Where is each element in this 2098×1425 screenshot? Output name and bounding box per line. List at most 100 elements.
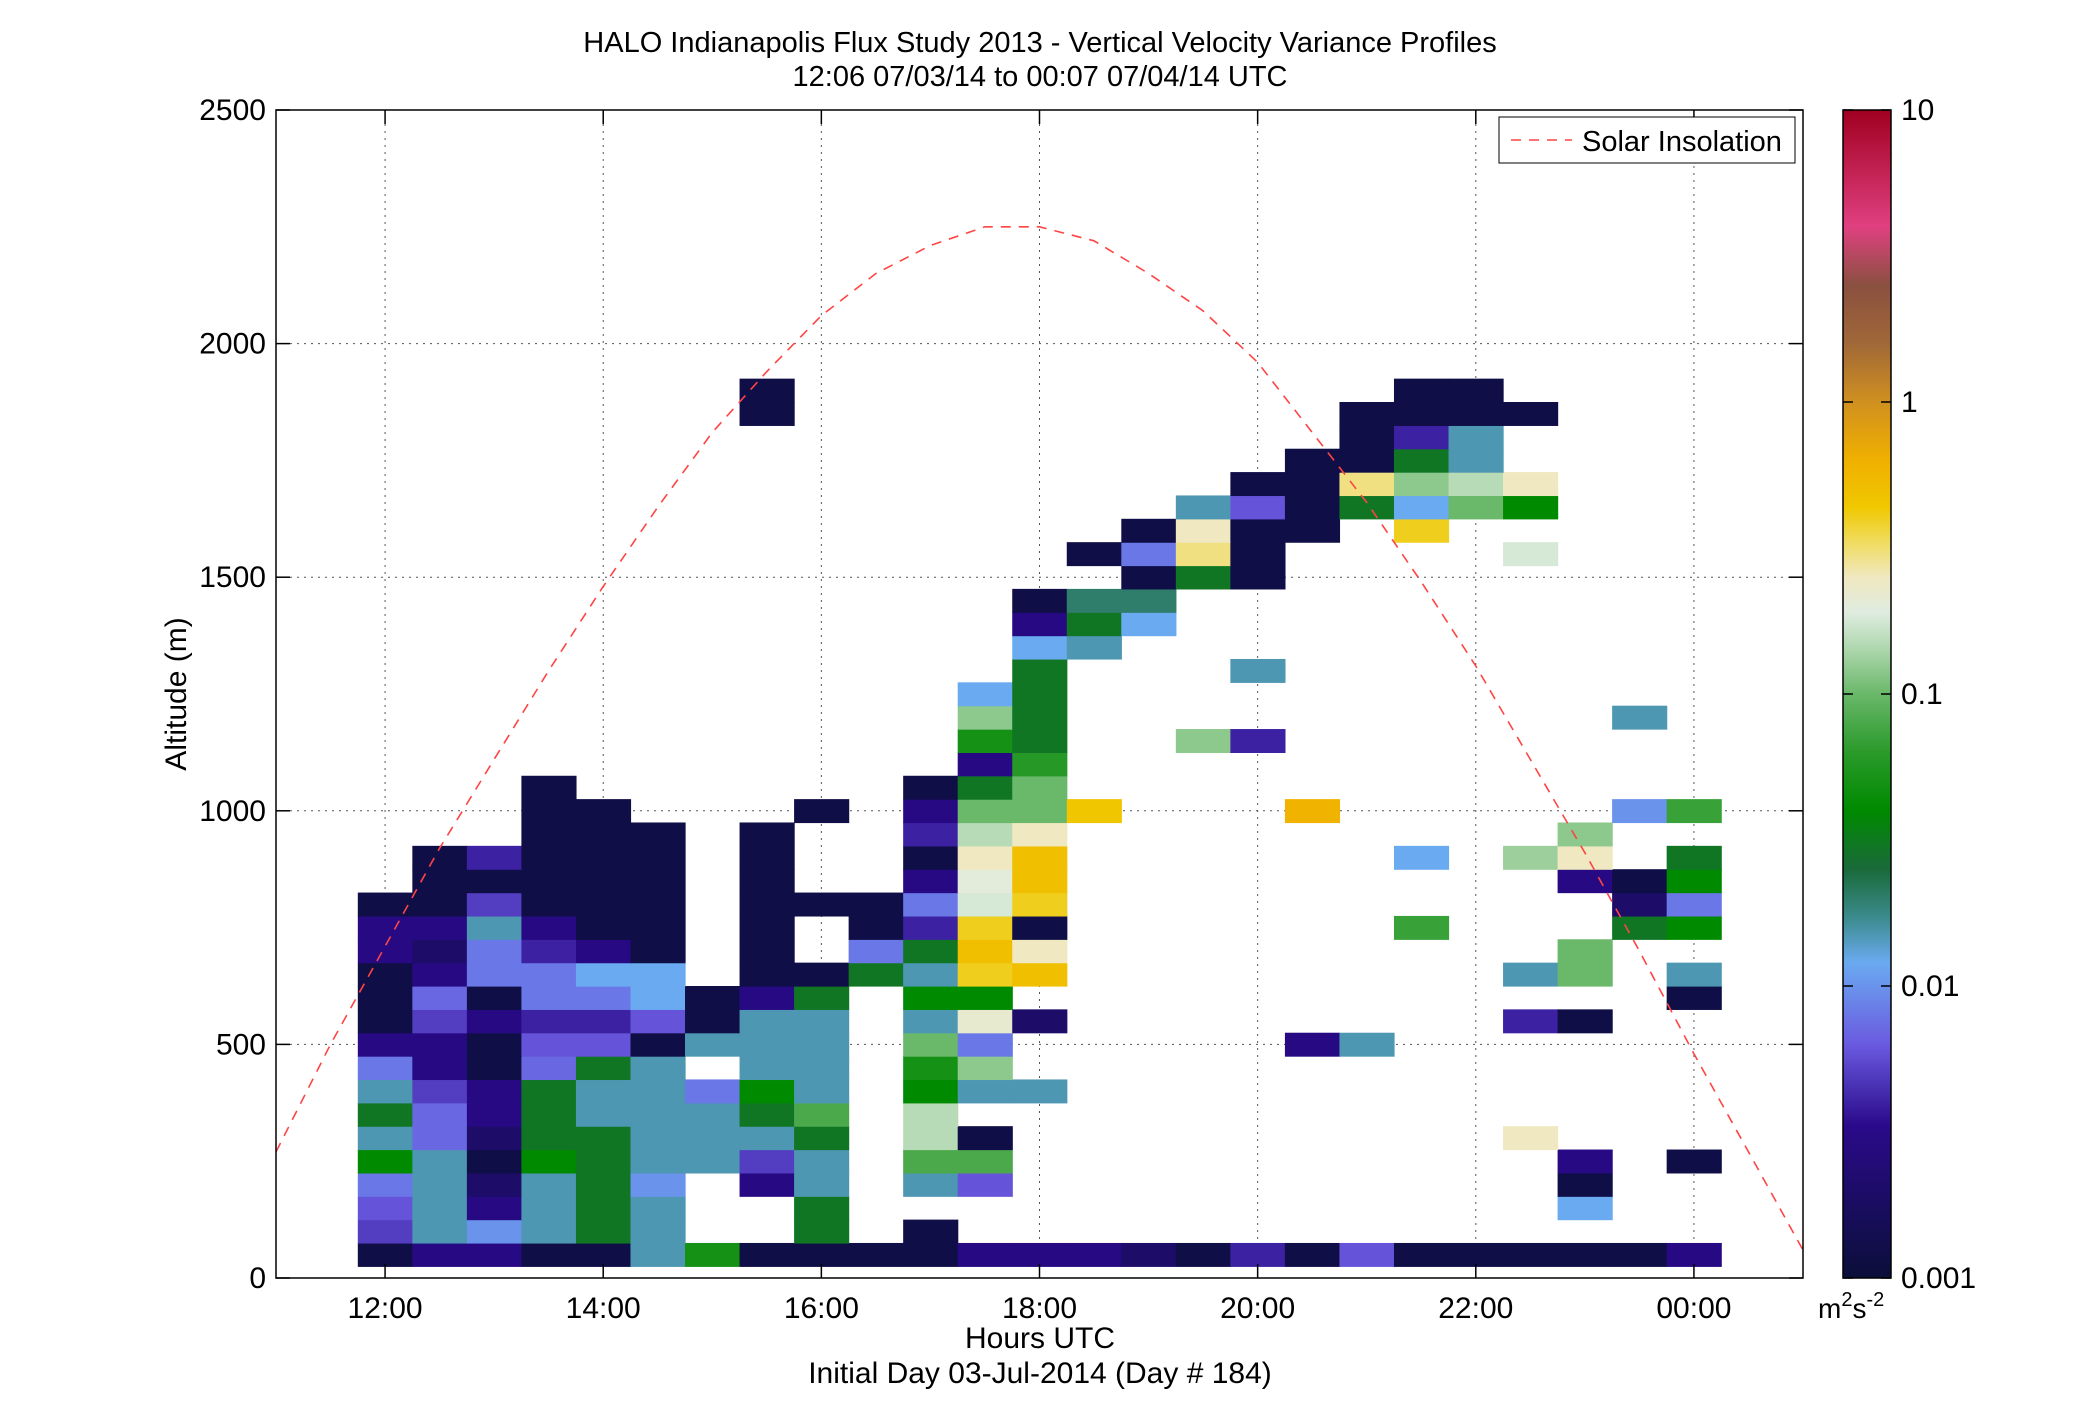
heatmap-cell: [412, 1219, 468, 1244]
heatmap-cell: [630, 939, 686, 964]
heatmap-cell: [630, 1032, 686, 1057]
heatmap-cell: [1175, 495, 1231, 520]
heatmap-cell: [1666, 915, 1722, 940]
heatmap-cell: [412, 1172, 468, 1197]
heatmap-cell: [957, 822, 1013, 847]
heatmap-cell: [357, 1219, 413, 1244]
heatmap-cell: [1557, 1149, 1613, 1174]
heatmap-cell: [1503, 542, 1559, 567]
heatmap-cell: [1012, 915, 1068, 940]
heatmap-cell: [1230, 495, 1286, 520]
heatmap-cell: [1448, 472, 1504, 497]
heatmap-cell: [466, 1056, 523, 1081]
heatmap-cell: [1393, 495, 1450, 520]
heatmap-cell: [739, 1009, 795, 1034]
heatmap-cell: [903, 939, 959, 964]
heatmap-cell: [412, 1102, 468, 1127]
heatmap-cell: [794, 986, 850, 1010]
heatmap-cell: [739, 1056, 795, 1081]
colorbar-tick-label: 0.1: [1901, 678, 1943, 711]
heatmap-cell: [412, 1196, 468, 1221]
heatmap-cell: [685, 1149, 741, 1174]
heatmap-cell: [466, 892, 523, 917]
heatmap-cell: [1339, 425, 1395, 450]
heatmap-cell: [903, 845, 959, 870]
heatmap-cell: [575, 869, 632, 894]
y-tick-label: 2000: [199, 328, 266, 361]
x-axis-ticks: 12:00 14:00 16:00 18:00 20:00 22:00 00:00: [348, 110, 1731, 1325]
heatmap-cell: [630, 1102, 686, 1127]
heatmap-cell: [1448, 378, 1504, 403]
heatmap-cell: [739, 845, 795, 870]
heatmap-cell: [630, 1172, 686, 1197]
heatmap-cell: [575, 845, 632, 870]
heatmap-cell: [685, 1242, 741, 1267]
heatmap-cell: [794, 1032, 850, 1057]
heatmap-cell: [739, 1242, 795, 1267]
heatmap-cell: [521, 1056, 577, 1081]
heatmap-cell: [794, 1172, 850, 1197]
heatmap-cell: [1557, 845, 1613, 870]
x-tick-label: 22:00: [1438, 1292, 1513, 1325]
heatmap-cell: [957, 1079, 1013, 1104]
heatmap-cell: [575, 939, 632, 964]
heatmap-cell: [739, 822, 795, 847]
heatmap-cell: [412, 962, 468, 987]
heatmap-cell: [630, 892, 686, 917]
x-tick-label: 18:00: [1002, 1292, 1077, 1325]
heatmap-cell: [903, 1056, 959, 1081]
heatmap-cell: [466, 1172, 523, 1197]
heatmap-cell: [739, 892, 795, 917]
heatmap-cell: [1012, 705, 1068, 730]
heatmap-cell: [1393, 845, 1450, 870]
heatmap-cell: [957, 1149, 1013, 1174]
heatmap-cell: [575, 915, 632, 940]
heatmap-cell: [521, 1219, 577, 1244]
y-tick-label: 1000: [199, 795, 266, 828]
heatmap-cell: [1339, 448, 1395, 473]
heatmap-cell: [357, 1196, 413, 1221]
heatmap-cell: [1448, 425, 1504, 450]
colorbar: 0.001 0.01 0.1 1 10 m2s-2: [1818, 94, 1976, 1324]
heatmap-cell: [466, 1102, 523, 1127]
heatmap-cell: [1230, 729, 1286, 753]
heatmap-cell: [848, 915, 904, 940]
heatmap-cell: [1503, 962, 1559, 987]
heatmap-cell: [1012, 799, 1068, 824]
heatmap-cell: [1284, 1032, 1341, 1057]
heatmap-cell: [466, 1242, 523, 1267]
heatmap-cell: [1557, 939, 1613, 964]
heatmap-cell: [466, 986, 523, 1010]
heatmap-cell: [630, 869, 686, 894]
heatmap-cell: [357, 915, 413, 940]
heatmap-cell: [1012, 588, 1068, 613]
heatmap-cell: [685, 1079, 741, 1104]
heatmap-cell: [575, 1056, 632, 1081]
heatmap-cell: [1012, 635, 1068, 660]
heatmap-cell: [1230, 658, 1286, 683]
heatmap-cell: [957, 915, 1013, 940]
heatmap-cell: [466, 1196, 523, 1221]
heatmap-cell: [1448, 495, 1504, 520]
heatmap-cell: [1339, 1242, 1395, 1267]
heatmap-cell: [521, 1126, 577, 1151]
y-tick-label: 500: [216, 1028, 266, 1061]
heatmap-cell: [521, 1102, 577, 1127]
heatmap-cell: [1284, 518, 1341, 543]
heatmap-cell: [412, 1056, 468, 1081]
heatmap-cell: [466, 1079, 523, 1104]
heatmap-cell: [1012, 752, 1068, 777]
heatmap-cell: [1284, 1242, 1341, 1267]
heatmap-cell: [521, 1079, 577, 1104]
heatmap-cell: [1012, 658, 1068, 683]
heatmap-cell: [412, 892, 468, 917]
heatmap-cell: [1666, 962, 1722, 987]
heatmap-cell: [903, 1009, 959, 1034]
heatmap-cell: [739, 986, 795, 1010]
heatmap-cell: [466, 1126, 523, 1151]
heatmap-cell: [1012, 1009, 1068, 1034]
heatmap-cell: [903, 1126, 959, 1151]
heatmap-cell: [1121, 1242, 1177, 1267]
heatmap-cell: [794, 1196, 850, 1221]
